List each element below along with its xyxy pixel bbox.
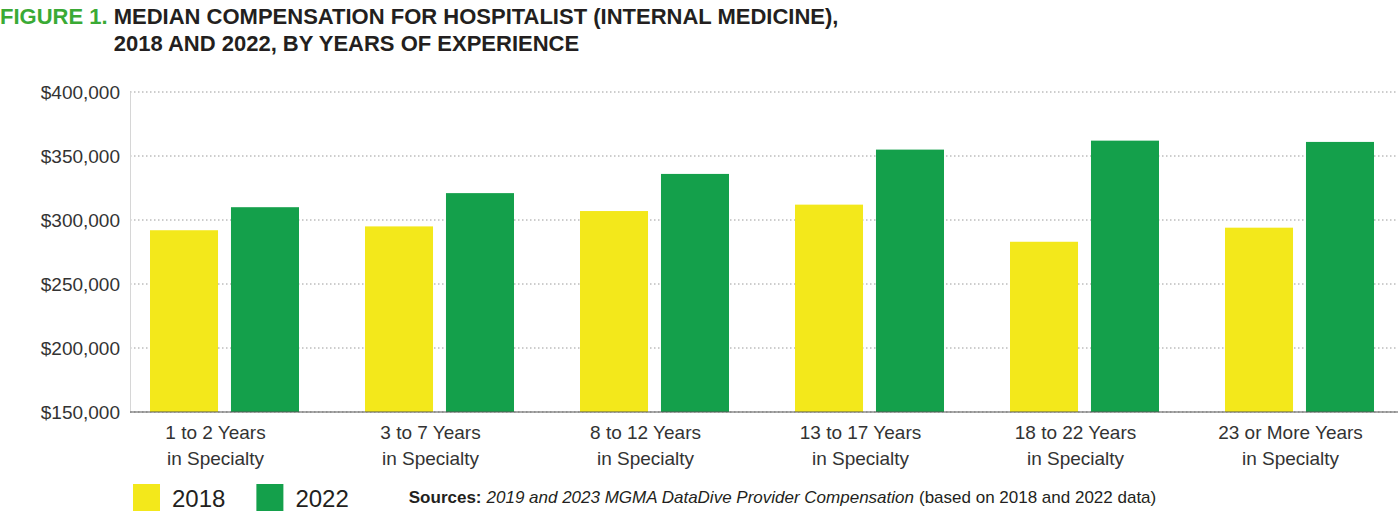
tick: 23 or More Yearsin Specialty [1218,412,1363,469]
axis-line [130,411,1398,412]
grid-line [130,220,1398,221]
tick: $200,000 [41,338,130,359]
bar [876,150,944,412]
bar [661,174,729,412]
bar [1225,228,1293,412]
bar [150,230,218,412]
legend-label: 2022 [295,485,348,512]
legend-item: 2022 [256,484,348,512]
tick: 8 to 12 Yearsin Specialty [590,412,701,469]
grid [130,92,1398,412]
tick-label: 8 to 12 Yearsin Specialty [590,422,701,469]
tick-label: $200,000 [41,338,120,359]
bar [365,226,433,412]
bar [231,207,299,412]
tick-label: 3 to 7 Yearsin Specialty [380,422,480,469]
annotation-part: 2019 and 2023 MGMA DataDive Provider Com… [486,488,914,507]
grid-line [130,92,1398,93]
bar [1091,141,1159,412]
legend-label: 2018 [172,485,225,512]
bar [1010,242,1078,412]
tick: $350,000 [41,146,130,167]
y-axis: $150,000 $200,000 $250,000 $300,000 $350,000… [41,82,131,423]
x-axis: 1 to 2 Yearsin Specialty 3 to 7 Yearsin S… [130,412,1398,469]
tick: $250,000 [41,274,130,295]
chart: FIGURE 1. MEDIAN COMPENSATION FOR HOSPIT… [0,0,1400,512]
tick-label: 1 to 2 Yearsin Specialty [165,422,265,469]
tick-label: $150,000 [41,402,120,423]
annotation-part: Sources: [409,488,482,507]
tick-label: 18 to 22 Yearsin Specialty [1015,422,1137,469]
grid-line [130,348,1398,349]
tick-label: 23 or More Yearsin Specialty [1218,422,1363,469]
bar [795,205,863,412]
tick-label: $350,000 [41,146,120,167]
legend-item: 2018 [133,484,225,512]
tick: $150,000 [41,402,130,423]
tick-label: $250,000 [41,274,120,295]
annotation-part: (based on 2018 and 2022 data) [919,488,1156,507]
tick: 1 to 2 Yearsin Specialty [165,412,265,469]
tick: 13 to 17 Yearsin Specialty [800,412,922,469]
tick-label: $300,000 [41,210,120,231]
bar [1306,142,1374,412]
axis-line [130,93,131,413]
tick: 18 to 22 Yearsin Specialty [1015,412,1137,469]
tick: $300,000 [41,210,130,231]
legend-swatch [256,484,283,511]
chart-title: FIGURE 1. MEDIAN COMPENSATION FOR HOSPIT… [0,4,845,56]
grid-line [130,412,1398,413]
series [231,141,1374,412]
grid-line [130,156,1398,157]
tick: $400,000 [41,82,130,103]
bar [446,193,514,412]
tick-label: $400,000 [41,82,120,103]
annotation: Sources:2019 and 2023 MGMA DataDive Prov… [409,488,1156,507]
tick-label: 13 to 17 Yearsin Specialty [800,422,922,469]
grid-line [130,284,1398,285]
bars [150,141,1374,412]
bar [580,211,648,412]
legend: 2018 2022 [133,484,349,512]
tick: 3 to 7 Yearsin Specialty [380,412,480,469]
legend-swatch [133,484,160,511]
